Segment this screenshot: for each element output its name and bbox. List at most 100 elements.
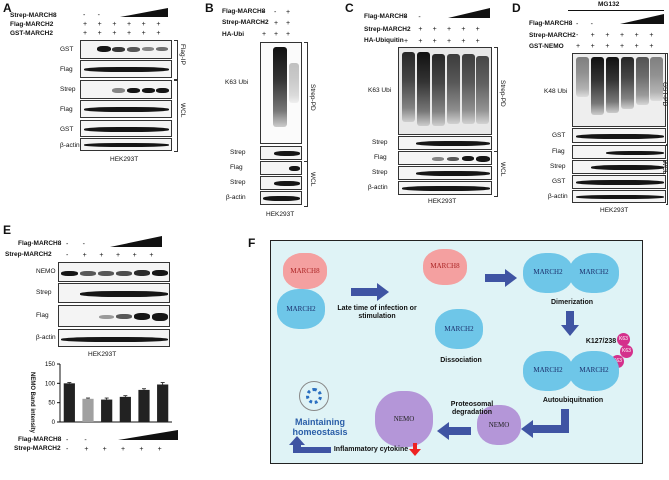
blot-band [591, 165, 664, 170]
lane-sign: + [620, 32, 625, 39]
row-label: HA-Ubiquitin [364, 37, 404, 44]
blot-gst-ip [80, 40, 172, 59]
row-label: Flag-MARCH8 [18, 436, 62, 443]
blot-band [447, 157, 459, 161]
y-tick-label: 150 [45, 362, 56, 368]
side-label: GST-PD [661, 82, 668, 107]
blot-label: Flag [552, 148, 565, 155]
arrow-shaft [485, 274, 505, 282]
y-tick-label: 0 [52, 420, 56, 426]
bar [138, 389, 150, 422]
lane-sign: + [141, 30, 146, 37]
lane-sign: + [132, 252, 137, 259]
blot-smear [447, 54, 460, 124]
blot-nemo [58, 262, 170, 282]
y-tick-label: 50 [48, 401, 55, 407]
step-label: Proteosomal degradation [450, 401, 494, 417]
march2-protein [277, 289, 325, 329]
blot-label: Strep [372, 169, 388, 176]
blot-label: Strep [372, 139, 388, 146]
y-tick-label: 100 [45, 381, 56, 387]
lane-sign: + [634, 43, 639, 50]
blot-strep [80, 80, 172, 99]
lane-sign: + [141, 21, 146, 28]
blot-actin [260, 191, 302, 205]
arrow-head [561, 325, 579, 336]
blot-band [274, 151, 300, 156]
lane-sign: + [82, 252, 87, 259]
lane-sign: + [432, 38, 437, 45]
lane-sign: + [112, 30, 117, 37]
blot-k48-ubi [572, 53, 666, 127]
blot-label: Strep [60, 86, 76, 93]
lane-sign: + [97, 30, 102, 37]
blot-band [61, 337, 168, 342]
blot-band [289, 166, 300, 171]
lane-sign: + [447, 26, 452, 33]
blot-actin [398, 181, 492, 195]
side-label: Strep-PD [309, 84, 316, 111]
blot-band [416, 141, 490, 146]
blot-flag [398, 151, 492, 165]
lane-sign: - [576, 32, 579, 39]
down-arrow-icon [409, 449, 421, 456]
lane-sign: + [461, 38, 466, 45]
treatment-line [568, 10, 664, 11]
degraded-nemo [375, 391, 433, 447]
blot-smear [402, 52, 415, 122]
protein-label: MARCH2 [533, 268, 563, 276]
blot-band [134, 313, 150, 320]
lane-sign: - [66, 437, 69, 444]
lane-sign: + [418, 38, 423, 45]
blot-label: K48 Ubi [544, 88, 568, 95]
lane-sign: - [84, 437, 87, 444]
blot-band [142, 47, 154, 51]
lane-sign: + [99, 252, 104, 259]
blot-band [576, 195, 664, 199]
blot-actin [572, 190, 666, 203]
bracket [174, 80, 178, 152]
chart-ylabel: NEMO Band intensity [29, 372, 35, 434]
lane-sign: + [475, 38, 480, 45]
lane-sign: + [127, 30, 132, 37]
panel-label: A [3, 1, 12, 15]
blot-smear [636, 57, 649, 105]
panel-label: F [248, 236, 256, 250]
arrow-shaft [566, 311, 574, 325]
protein-label: MARCH8 [430, 262, 460, 270]
blot-smear [462, 54, 475, 124]
protein-label: MARCH2 [579, 268, 609, 276]
lane-sign: + [83, 30, 88, 37]
lane-sign: + [286, 9, 291, 16]
blot-smear [432, 54, 445, 126]
march8-protein [423, 249, 467, 285]
lane-sign: - [83, 12, 86, 19]
protein-label: MARCH2 [579, 366, 609, 374]
march8-protein [283, 253, 327, 289]
site-label: K127/238 [585, 338, 617, 345]
bar [101, 399, 113, 422]
gradient-wedge [110, 236, 162, 247]
blot-k63 [260, 42, 302, 144]
blot-label: Flag [36, 312, 49, 319]
blot-label: β-actin [60, 142, 80, 149]
bracket [666, 53, 668, 145]
lane-sign: + [590, 32, 595, 39]
down-arrow-icon [413, 443, 417, 449]
outcome-label: Maintaining homeostasis [292, 417, 348, 438]
blot-label: GST [60, 126, 74, 133]
lane-sign: - [418, 14, 421, 21]
arrow-shaft [533, 425, 569, 433]
blot-band [462, 156, 474, 161]
protein-label: MARCH2 [286, 305, 316, 313]
blot-flag-ip [80, 60, 172, 78]
gear-icon [299, 381, 329, 411]
row-label: Flag-MARCH8 [18, 240, 62, 247]
lane-sign: + [262, 31, 267, 38]
arrow-shaft [351, 288, 377, 296]
blot-flag [58, 305, 170, 327]
blot-label: Flag [60, 66, 73, 73]
lane-sign: - [66, 241, 69, 248]
lane-sign: + [127, 21, 132, 28]
march2-protein [523, 253, 573, 293]
